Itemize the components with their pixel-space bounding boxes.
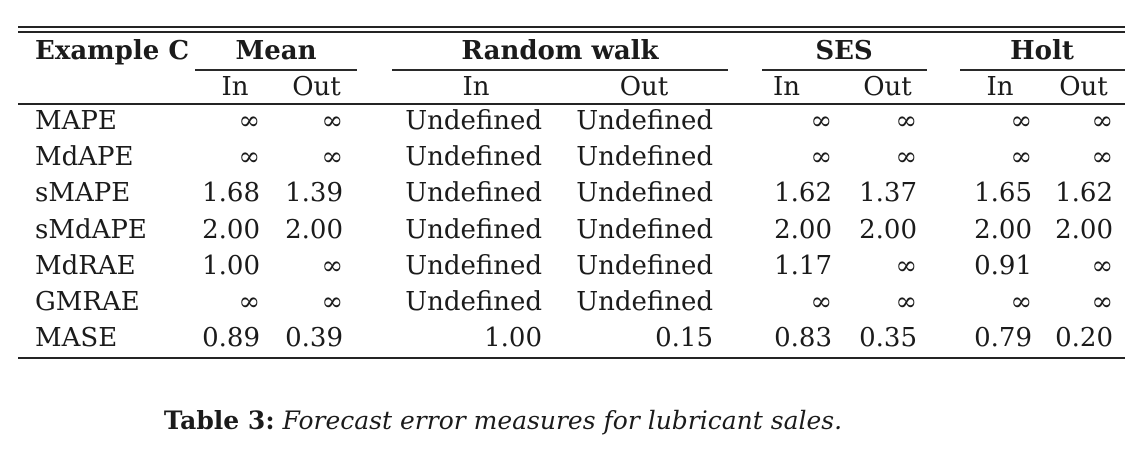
caption-text: Forecast error measures for lubricant sa… bbox=[282, 406, 843, 435]
cell-mdrae-rw-in: Undefined bbox=[405, 250, 542, 281]
cell-gmrae-holt-in: ∞ bbox=[1010, 287, 1032, 318]
cell-gmrae-holt-out: ∞ bbox=[1091, 287, 1113, 318]
cell-gmrae-rw-in: Undefined bbox=[405, 287, 542, 318]
cell-mdrae-rw-out: Undefined bbox=[576, 250, 713, 281]
subheader-mean-in: In bbox=[221, 72, 249, 102]
cell-mdape-ses-out: ∞ bbox=[895, 142, 917, 173]
cell-mdrae-mean-in: 1.00 bbox=[202, 250, 260, 281]
cell-mase-holt-out: 0.20 bbox=[1055, 323, 1113, 354]
subheader-ses-in: In bbox=[772, 72, 800, 102]
ses-group-rule bbox=[762, 69, 927, 71]
cell-gmrae-mean-in: ∞ bbox=[238, 287, 260, 318]
cell-smape-rw-in: Undefined bbox=[405, 178, 542, 209]
cell-mape-rw-out: Undefined bbox=[576, 106, 713, 137]
cell-mdape-holt-in: ∞ bbox=[1010, 142, 1032, 173]
cell-mdape-rw-in: Undefined bbox=[405, 142, 542, 173]
cell-smdape-mean-in: 2.00 bbox=[202, 214, 260, 245]
subheader-spacer bbox=[18, 71, 195, 103]
subheader-holt-in: In bbox=[986, 72, 1014, 102]
subheader-ses-out: Out bbox=[863, 72, 912, 102]
cell-smdape-rw-out: Undefined bbox=[576, 214, 713, 245]
cell-mdrae-mean-out: ∞ bbox=[321, 250, 343, 281]
subheader-rw-in: In bbox=[462, 72, 490, 102]
cell-mdrae-ses-in: 1.17 bbox=[774, 250, 832, 281]
cell-smape-mean-out: 1.39 bbox=[285, 178, 343, 209]
row-label-gmrae: GMRAE bbox=[35, 287, 140, 318]
cell-mdape-rw-out: Undefined bbox=[576, 142, 713, 173]
cell-smape-ses-out: 1.37 bbox=[859, 178, 917, 209]
caption-label: Table 3: bbox=[163, 406, 275, 435]
cell-mape-holt-in: ∞ bbox=[1010, 106, 1032, 137]
cell-gmrae-ses-in: ∞ bbox=[810, 287, 832, 318]
cell-mdape-mean-in: ∞ bbox=[238, 142, 260, 173]
cell-mase-mean-in: 0.89 bbox=[202, 323, 260, 354]
table-bottom-rule bbox=[18, 357, 1125, 359]
cell-smape-ses-in: 1.62 bbox=[774, 178, 832, 209]
table-top-rule-2 bbox=[18, 31, 1125, 33]
mean-group-rule bbox=[195, 69, 357, 71]
cell-mase-rw-in: 1.00 bbox=[484, 323, 542, 354]
row-label-smdape: sMdAPE bbox=[35, 214, 147, 245]
cell-gmrae-ses-out: ∞ bbox=[895, 287, 917, 318]
group-header-mean: Mean bbox=[235, 36, 317, 66]
row-label-mdape: MdAPE bbox=[35, 142, 134, 173]
cell-smdape-ses-in: 2.00 bbox=[774, 214, 832, 245]
cell-mase-rw-out: 0.15 bbox=[655, 323, 713, 354]
cell-mdape-mean-out: ∞ bbox=[321, 142, 343, 173]
subheader-holt-out: Out bbox=[1059, 72, 1108, 102]
row-label-mape: MAPE bbox=[35, 106, 117, 137]
cell-mape-mean-in: ∞ bbox=[238, 106, 260, 137]
random-walk-group-rule bbox=[392, 69, 728, 71]
cell-smape-rw-out: Undefined bbox=[576, 178, 713, 209]
cell-smdape-ses-out: 2.00 bbox=[859, 214, 917, 245]
cell-mape-rw-in: Undefined bbox=[405, 106, 542, 137]
subheader-rw-out: Out bbox=[619, 72, 669, 102]
cell-mase-holt-in: 0.79 bbox=[974, 323, 1032, 354]
subheader-mean-out: Out bbox=[292, 72, 341, 102]
table-caption: Table 3: Forecast error measures for lub… bbox=[18, 404, 988, 438]
cell-mdrae-holt-out: ∞ bbox=[1091, 250, 1113, 281]
row-label-smape: sMAPE bbox=[35, 178, 131, 209]
cell-mape-holt-out: ∞ bbox=[1091, 106, 1113, 137]
cell-smdape-rw-in: Undefined bbox=[405, 214, 542, 245]
cell-mdrae-ses-out: ∞ bbox=[895, 250, 917, 281]
cell-mape-ses-in: ∞ bbox=[810, 106, 832, 137]
header-bottom-rule bbox=[18, 103, 1125, 105]
forecast-error-table: Example C Mean Random walk SES Holt In O… bbox=[18, 26, 1125, 364]
cell-smape-holt-out: 1.62 bbox=[1055, 178, 1113, 209]
row-label-mase: MASE bbox=[35, 323, 118, 354]
cell-mdape-ses-in: ∞ bbox=[810, 142, 832, 173]
cell-mape-mean-out: ∞ bbox=[321, 106, 343, 137]
row-label-mdrae: MdRAE bbox=[35, 250, 136, 281]
cell-smdape-holt-out: 2.00 bbox=[1055, 214, 1113, 245]
group-header-random-walk: Random walk bbox=[461, 36, 659, 66]
cell-gmrae-rw-out: Undefined bbox=[576, 287, 713, 318]
group-header-holt: Holt bbox=[1010, 36, 1074, 66]
table-top-rule-1 bbox=[18, 26, 1125, 28]
cell-mase-mean-out: 0.39 bbox=[285, 323, 343, 354]
cell-mape-ses-out: ∞ bbox=[895, 106, 917, 137]
cell-gmrae-mean-out: ∞ bbox=[321, 287, 343, 318]
holt-group-rule bbox=[960, 69, 1125, 71]
cell-mase-ses-out: 0.35 bbox=[859, 323, 917, 354]
corner-header: Example C bbox=[35, 36, 190, 66]
table-grid: In Out In Out In Out In Out MAPE ∞ ∞ Und… bbox=[18, 71, 1125, 356]
cell-mdrae-holt-in: 0.91 bbox=[974, 250, 1032, 281]
cell-mase-ses-in: 0.83 bbox=[774, 323, 832, 354]
cell-smdape-holt-in: 2.00 bbox=[974, 214, 1032, 245]
cell-mdape-holt-out: ∞ bbox=[1091, 142, 1113, 173]
cell-smape-holt-in: 1.65 bbox=[974, 178, 1032, 209]
cell-smdape-mean-out: 2.00 bbox=[285, 214, 343, 245]
cell-smape-mean-in: 1.68 bbox=[202, 178, 260, 209]
group-header-ses: SES bbox=[815, 36, 873, 66]
